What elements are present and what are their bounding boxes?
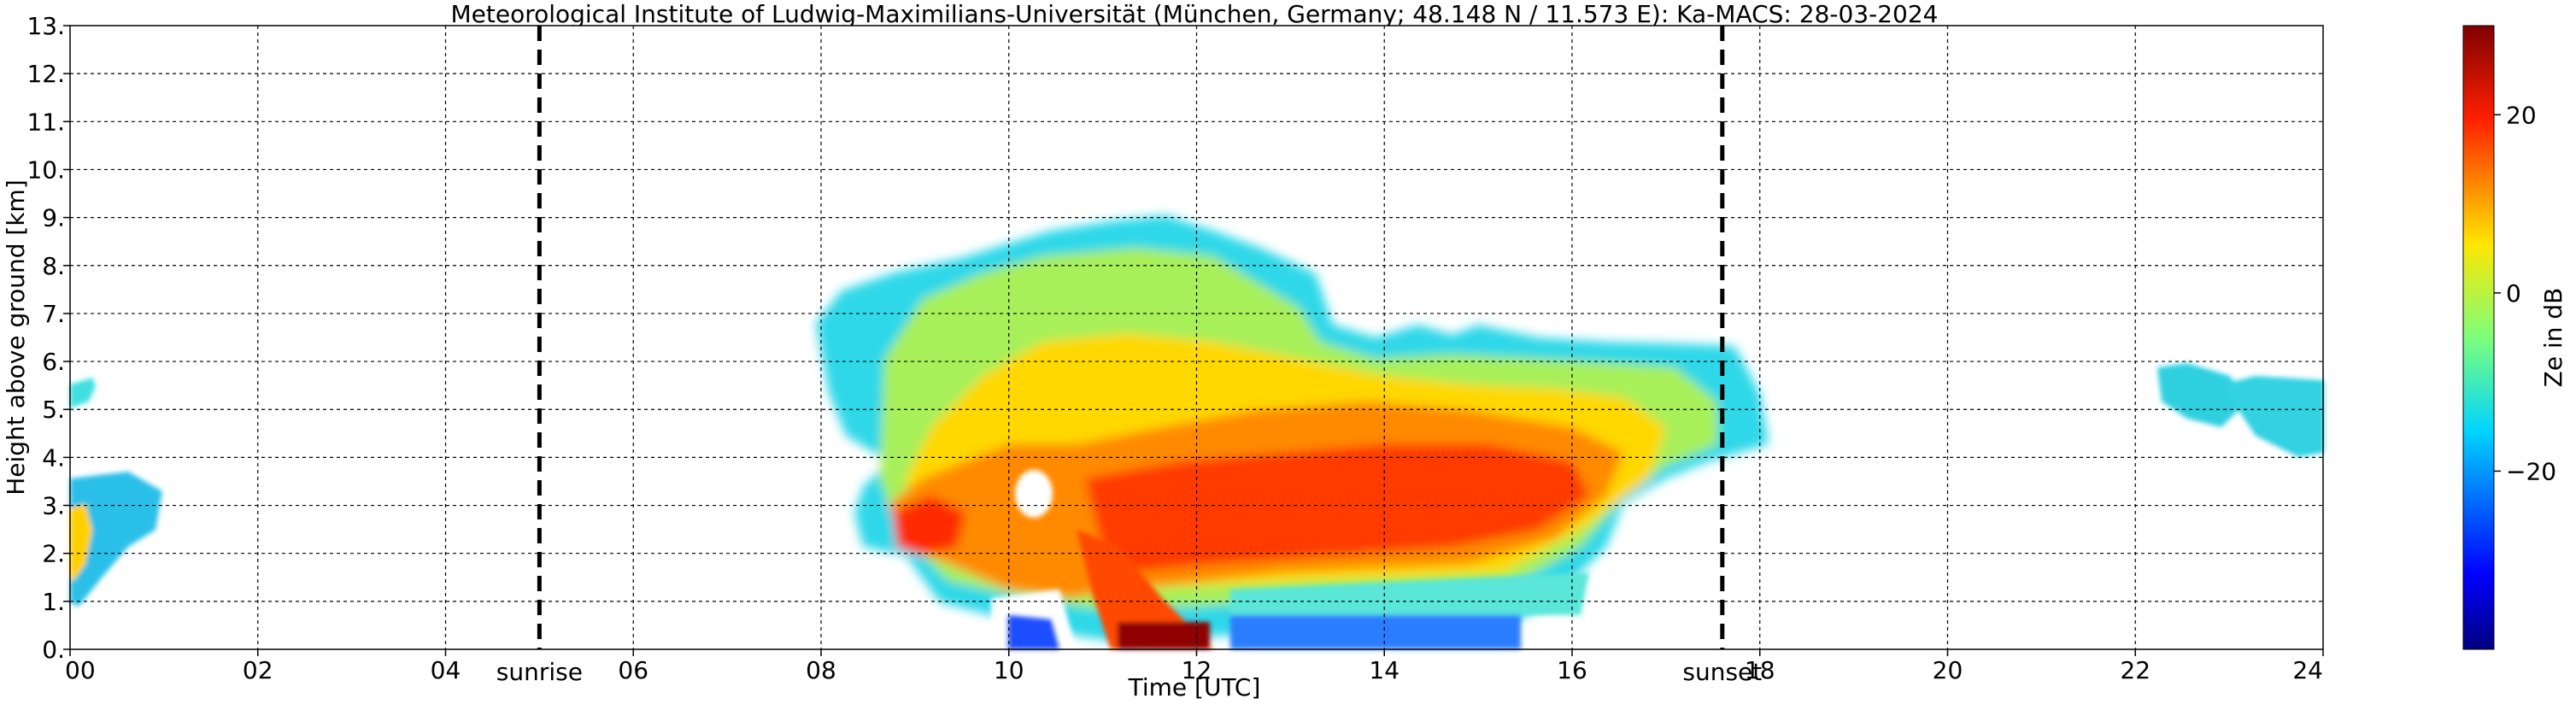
chart-title: Meteorological Institute of Ludwig-Maxim…: [450, 0, 1938, 28]
y-tick-label: 9.: [42, 204, 65, 232]
x-axis: 00 02 04 06 08 10 12 14 16 18 20 22 24: [65, 649, 2324, 684]
x-tick-label: 16: [1557, 656, 1587, 684]
x-tick-label: 08: [806, 656, 836, 684]
sunset-label: sunset: [1682, 658, 1762, 686]
echo-early-core: [70, 504, 92, 581]
echo-late-2: [2221, 376, 2324, 457]
colorbar-tick-label: −20: [2506, 457, 2556, 485]
y-tick-label: 7.: [42, 300, 65, 328]
colorbar-tick-label: 20: [2506, 101, 2537, 129]
y-tick-label: 0.: [42, 636, 65, 664]
y-tick-label: 2.: [42, 540, 65, 568]
y-axis-label: Height above ground [km]: [2, 179, 30, 496]
x-tick-label: 12: [1182, 656, 1212, 684]
x-tick-label: 22: [2120, 656, 2151, 684]
x-axis-label: Time [UTC]: [1128, 673, 1261, 701]
echo-ground-cyan: [1230, 572, 1589, 615]
x-tick-label: 00: [65, 656, 96, 684]
y-tick-label: 10.: [26, 155, 65, 184]
echo-red: [893, 496, 965, 555]
colorbar-gradient: [2462, 25, 2495, 650]
y-axis: 0. 1. 2. 3. 4. 5. 6. 7. 8. 9. 10. 11. 12. 13.: [26, 12, 70, 664]
annotations: sunrise sunset: [496, 26, 1762, 686]
echo-ground-core: [1118, 622, 1210, 649]
sunrise-label: sunrise: [496, 658, 583, 686]
x-tick-label: 18: [1745, 656, 1775, 684]
x-tick-label: 02: [243, 656, 273, 684]
echo-late-1: [2157, 363, 2247, 427]
y-tick-label: 12.: [26, 60, 65, 88]
x-tick-label: 14: [1369, 656, 1399, 684]
echo-early-upper: [70, 378, 96, 408]
echo-ground-blue: [1008, 615, 1059, 649]
colorbar-label: Ze in dB: [2539, 288, 2567, 388]
x-tick-label: 06: [618, 656, 648, 684]
y-tick-label: 8.: [42, 252, 65, 280]
y-tick-label: 11.: [26, 108, 65, 136]
y-tick-label: 6.: [42, 348, 65, 376]
x-tick-label: 04: [431, 656, 461, 684]
x-tick-label: 24: [2292, 656, 2323, 684]
colorbar-tick-label: 0: [2506, 279, 2521, 308]
colorbar: 20 0 −20 Ze in dB: [2462, 25, 2567, 650]
echo-rain-shaft: [1077, 530, 1213, 649]
y-tick-label: 5.: [42, 396, 65, 424]
echo-red-main: [1085, 444, 1589, 572]
grid: [70, 26, 2323, 649]
y-tick-label: 1.: [42, 588, 65, 616]
y-tick-label: 3.: [42, 492, 65, 520]
x-tick-label: 20: [1933, 656, 1963, 684]
y-tick-label: 13.: [26, 12, 65, 40]
x-tick-label: 10: [994, 656, 1024, 684]
echo-hole: [1015, 470, 1053, 518]
y-tick-label: 4.: [42, 443, 65, 472]
